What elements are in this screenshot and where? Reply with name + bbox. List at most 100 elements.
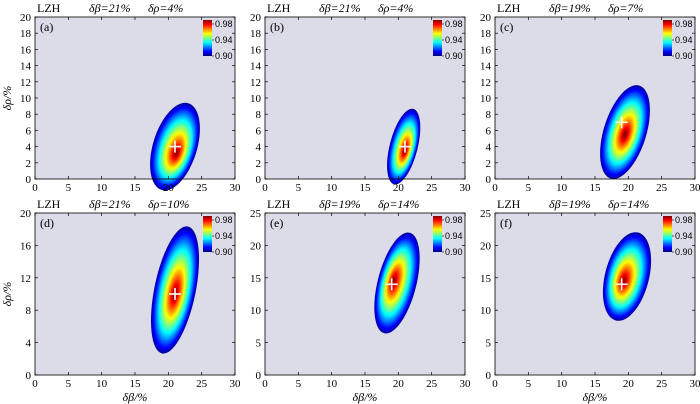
- y-tick-label: 25: [480, 208, 492, 220]
- x-tick-label: 10: [556, 378, 568, 390]
- panel-letter: (c): [500, 20, 513, 34]
- y-tick-label: 20: [250, 12, 262, 24]
- x-tick-label: 20: [623, 182, 635, 194]
- colorbar-tick-label: 0.90: [215, 247, 233, 257]
- y-tick-label: 16: [20, 44, 32, 56]
- x-tick-label: 0: [492, 378, 498, 390]
- y-axis-label: δρ/%: [0, 282, 14, 307]
- x-tick-label: 25: [196, 378, 208, 390]
- y-tick-label: 20: [250, 240, 262, 252]
- y-tick-label: 0: [486, 370, 492, 382]
- panel-station-label: LZH: [497, 197, 521, 211]
- panel-letter: (a): [40, 20, 53, 34]
- x-tick-label: 30: [230, 182, 242, 194]
- colorbar-tick-label: 0.94: [445, 35, 463, 45]
- x-tick-label: 0: [32, 182, 38, 194]
- x-tick-label: 5: [296, 378, 302, 390]
- x-tick-label: 30: [690, 182, 700, 194]
- x-axis-label: δβ/%: [583, 390, 608, 404]
- x-tick-label: 10: [96, 182, 108, 194]
- x-tick-label: 0: [262, 182, 268, 194]
- y-tick-label: 12: [480, 77, 491, 89]
- panel-best-rho: δρ=7%: [608, 1, 643, 15]
- x-tick-label: 10: [556, 182, 568, 194]
- x-tick-label: 0: [492, 182, 498, 194]
- y-tick-label: 2: [256, 158, 262, 170]
- y-tick-label: 0: [256, 174, 262, 186]
- x-tick-label: 15: [130, 182, 142, 194]
- y-tick-label: 5: [256, 338, 262, 350]
- panel-letter: (d): [40, 216, 54, 230]
- x-tick-label: 25: [196, 182, 208, 194]
- panel-best-rho: δρ=14%: [608, 197, 649, 211]
- x-tick-label: 30: [690, 378, 700, 390]
- plot-area-background: [495, 17, 695, 179]
- panel-best-rho: δρ=4%: [148, 1, 183, 15]
- colorbar-tick-label: 0.90: [675, 247, 693, 257]
- y-tick-label: 12: [250, 77, 261, 89]
- plot-area-background: [35, 17, 235, 179]
- y-tick-label: 12: [20, 77, 31, 89]
- x-tick-label: 10: [96, 378, 108, 390]
- plot-area-background: [265, 213, 465, 375]
- y-tick-label: 16: [480, 44, 492, 56]
- x-tick-label: 5: [66, 182, 72, 194]
- y-tick-label: 0: [256, 370, 262, 382]
- panel-e: 0 5 10 15 20 25 30 0 5 10 15 20 25 LZH δβ=19% δρ=14% (e)…: [250, 197, 471, 404]
- x-tick-label: 30: [460, 378, 472, 390]
- y-tick-label: 25: [250, 208, 262, 220]
- x-tick-label: 15: [590, 378, 602, 390]
- y-tick-label: 20: [480, 12, 492, 24]
- colorbar-tick-label: 0.90: [445, 247, 463, 257]
- y-tick-label: 20: [20, 208, 32, 220]
- colorbar: [203, 20, 212, 56]
- y-tick-label: 18: [20, 28, 32, 40]
- panel-best-rho: δρ=14%: [378, 197, 419, 211]
- panel-best-beta: δβ=19%: [549, 1, 591, 15]
- correlation-contour-blob: [374, 232, 420, 334]
- panel-letter: (b): [270, 20, 284, 34]
- y-tick-label: 4: [26, 142, 32, 154]
- y-tick-label: 5: [486, 338, 492, 350]
- colorbar: [203, 216, 212, 252]
- correlation-contour-blob: [602, 232, 652, 321]
- panel-best-beta: δβ=19%: [549, 197, 591, 211]
- panel-best-beta: δβ=21%: [89, 197, 131, 211]
- x-axis-label: δβ/%: [353, 390, 378, 404]
- y-tick-label: 10: [20, 93, 32, 105]
- y-tick-label: 10: [250, 305, 262, 317]
- y-tick-label: 20: [480, 240, 492, 252]
- colorbar-tick-label: 0.94: [215, 35, 233, 45]
- colorbar-tick-label: 0.90: [675, 51, 693, 61]
- y-tick-label: 6: [256, 125, 262, 137]
- y-tick-label: 0: [26, 370, 32, 382]
- panel-station-label: LZH: [37, 1, 61, 15]
- x-tick-label: 25: [426, 378, 438, 390]
- x-tick-label: 10: [326, 378, 338, 390]
- x-tick-label: 15: [360, 378, 372, 390]
- y-tick-label: 20: [20, 12, 32, 24]
- y-tick-label: 2: [486, 158, 492, 170]
- x-tick-label: 25: [426, 182, 438, 194]
- y-tick-label: 14: [480, 61, 492, 73]
- colorbar: [663, 20, 672, 56]
- plot-area-background: [265, 17, 465, 179]
- y-tick-label: 18: [250, 28, 262, 40]
- y-tick-label: 15: [480, 273, 492, 285]
- y-tick-label: 10: [250, 93, 262, 105]
- y-tick-label: 4: [256, 142, 262, 154]
- x-tick-label: 15: [130, 378, 142, 390]
- colorbar: [433, 216, 442, 252]
- y-tick-label: 12: [20, 273, 31, 285]
- contour-level: [621, 277, 626, 285]
- y-tick-label: 6: [26, 125, 32, 137]
- x-tick-label: 5: [66, 378, 72, 390]
- y-tick-label: 15: [250, 273, 262, 285]
- y-axis-label: δρ/%: [0, 86, 14, 111]
- y-tick-label: 10: [480, 305, 492, 317]
- panel-station-label: LZH: [267, 197, 291, 211]
- panel-best-beta: δβ=21%: [89, 1, 131, 15]
